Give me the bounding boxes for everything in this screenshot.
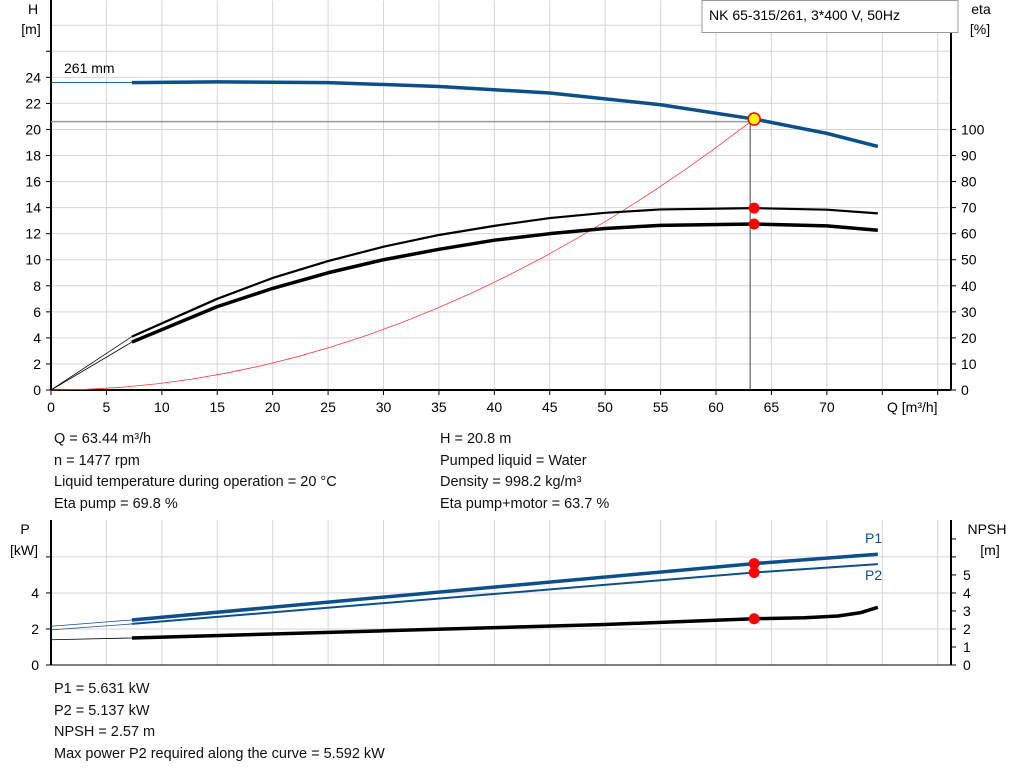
- npsh-tick-label: 2: [963, 621, 971, 637]
- chart-title: NK 65-315/261, 3*400 V, 50Hz: [709, 7, 900, 23]
- info-top-right: H = 20.8 m Pumped liquid = Water Density…: [440, 429, 609, 515]
- info-top-left: Q = 63.44 m³/h n = 1477 rpm Liquid tempe…: [54, 429, 337, 515]
- x-tick-label: 10: [154, 399, 170, 415]
- y-tick-label: 2: [33, 356, 41, 372]
- y-tick-label: 0: [33, 382, 41, 398]
- info-density: Density = 998.2 kg/m³: [440, 474, 582, 490]
- x-tick-label: 0: [47, 399, 55, 415]
- system-curve: [50, 118, 755, 391]
- curve-extension: [50, 341, 133, 391]
- x-tick-label: 25: [320, 399, 336, 415]
- eta-tick-label: 60: [961, 226, 977, 242]
- h-axis-unit: [m]: [21, 21, 40, 37]
- duty-point-marker: [748, 613, 760, 625]
- npsh-tick-label: 0: [963, 657, 971, 673]
- duty-point-marker: [748, 566, 760, 578]
- info-npsh: NPSH = 2.57 m: [54, 724, 156, 740]
- power-tick-label: 0: [31, 657, 39, 673]
- p1-label: P1: [865, 530, 882, 546]
- x-tick-label: 5: [103, 399, 111, 415]
- info-max-p2: Max power P2 required along the curve = …: [54, 745, 385, 762]
- power-tick-label: 2: [31, 621, 39, 637]
- y-tick-label: 12: [25, 226, 41, 242]
- eta-tick-label: 0: [961, 382, 969, 398]
- x-tick-label: 20: [265, 399, 281, 415]
- x-tick-label: 70: [819, 399, 835, 415]
- y-tick-label: 6: [33, 304, 41, 320]
- p2-curve: [131, 563, 878, 625]
- x-tick-label: 45: [542, 399, 558, 415]
- duty-point-marker: [748, 202, 760, 214]
- npsh-curve: [131, 605, 879, 640]
- y-tick-label: 24: [25, 69, 41, 85]
- h-axis-label: H: [28, 1, 38, 17]
- x-tick-label: 60: [708, 399, 724, 415]
- info-temperature: Liquid temperature during operation = 20…: [54, 474, 337, 490]
- curve-extension: [50, 637, 132, 641]
- eta-pump-motor-curve: [131, 222, 878, 344]
- info-p2: P2 = 5.137 kW: [54, 702, 150, 719]
- x-tick-label: 65: [764, 399, 780, 415]
- eta-tick-label: 30: [961, 304, 977, 320]
- info-bottom: P1 = 5.631 kW P2 = 5.137 kW NPSH = 2.57 …: [54, 679, 385, 765]
- npsh-tick-label: 1: [963, 639, 971, 655]
- x-axis-label: Q [m³/h]: [887, 399, 938, 415]
- eta-tick-label: 20: [961, 330, 977, 346]
- power-axis-label: P: [20, 521, 29, 537]
- eta-axis-unit: [%]: [970, 21, 990, 37]
- y-tick-label: 14: [25, 200, 41, 216]
- eta-tick-label: 70: [961, 200, 977, 216]
- eta-tick-label: 40: [961, 278, 977, 294]
- power-tick-label: 4: [31, 585, 39, 601]
- y-tick-label: 8: [33, 278, 41, 294]
- y-tick-label: 20: [25, 121, 41, 137]
- info-liquid: Pumped liquid = Water: [440, 452, 587, 469]
- duty-point-marker: [748, 218, 760, 230]
- y-tick-label: 18: [25, 148, 41, 164]
- npsh-axis-unit: [m]: [980, 542, 999, 558]
- info-p1: P1 = 5.631 kW: [54, 681, 150, 697]
- x-tick-label: 55: [653, 399, 669, 415]
- info-flow: Q = 63.44 m³/h: [54, 431, 152, 447]
- duty-point-marker: [748, 558, 760, 570]
- info-eta-pump-motor: Eta pump+motor = 63.7 %: [440, 495, 610, 512]
- x-tick-label: 35: [431, 399, 447, 415]
- eta-tick-label: 80: [961, 174, 977, 190]
- eta-axis-label: eta: [971, 1, 991, 17]
- curve-extension: [50, 623, 132, 631]
- head-curve: [131, 80, 879, 149]
- info-head: H = 20.8 m: [440, 431, 512, 447]
- x-tick-label: 40: [487, 399, 503, 415]
- curve-extension: [50, 619, 132, 627]
- power-axis-unit: [kW]: [10, 542, 38, 558]
- info-speed: n = 1477 rpm: [54, 452, 140, 469]
- p2-label: P2: [865, 567, 882, 583]
- x-tick-label: 50: [597, 399, 613, 415]
- y-tick-label: 22: [25, 95, 41, 111]
- curve-diameter-label: 261 mm: [64, 60, 115, 76]
- p1-curve: [131, 552, 878, 622]
- x-tick-label: 30: [376, 399, 392, 415]
- npsh-tick-label: 5: [963, 567, 971, 583]
- y-tick-label: 16: [25, 174, 41, 190]
- eta-tick-label: 50: [961, 252, 977, 268]
- y-tick-label: 4: [33, 330, 41, 346]
- title-box: [701, 0, 959, 33]
- eta-pump-curve: [131, 207, 878, 338]
- npsh-axis-label: NPSH: [968, 521, 1007, 537]
- y-tick-label: 10: [25, 252, 41, 268]
- eta-tick-label: 10: [961, 356, 977, 372]
- x-tick-label: 15: [209, 399, 225, 415]
- operating-point: [747, 112, 761, 126]
- npsh-tick-label: 4: [963, 585, 971, 601]
- npsh-tick-label: 3: [963, 603, 971, 619]
- eta-tick-label: 90: [961, 148, 977, 164]
- info-eta-pump: Eta pump = 69.8 %: [54, 495, 178, 512]
- eta-tick-label: 100: [961, 121, 985, 137]
- curve-extension: [50, 336, 133, 391]
